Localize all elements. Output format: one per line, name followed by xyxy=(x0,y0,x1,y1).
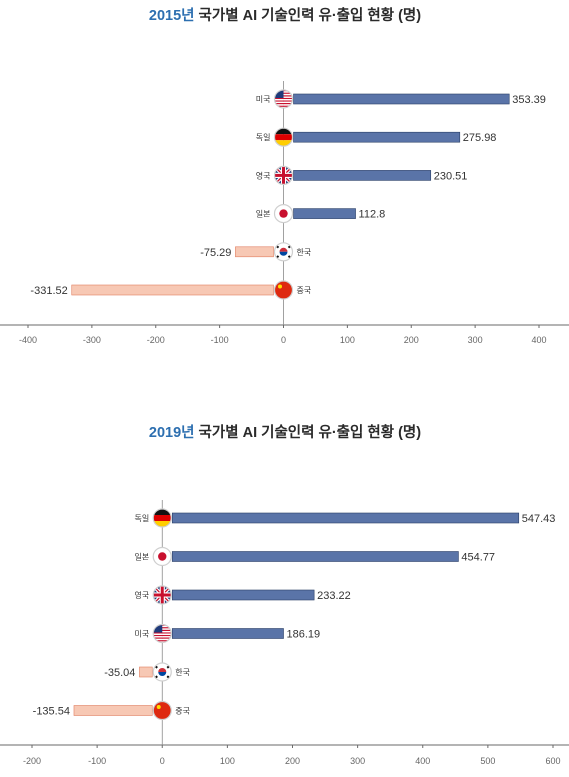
chart-1: 2015년 국가별 AI 기술인력 유·출입 현황 (명) -400 -300 -20… xyxy=(0,6,569,345)
flag-kr-icon xyxy=(273,242,294,262)
flag-de-icon xyxy=(152,508,172,528)
flag-us-icon xyxy=(273,89,294,109)
x-tick-label: 300 xyxy=(468,335,483,345)
value-label: -35.04 xyxy=(104,667,135,679)
x-tick-label: -200 xyxy=(147,335,165,345)
category-label: 중국 xyxy=(297,286,312,295)
flag-jp-icon xyxy=(273,204,294,224)
category-label: 독일 xyxy=(256,133,271,142)
value-label: 112.8 xyxy=(359,209,386,221)
value-label: -331.52 xyxy=(30,285,67,297)
category-label: 한국 xyxy=(175,668,190,677)
category-label: 중국 xyxy=(175,707,190,716)
x-tick-label: 400 xyxy=(531,335,546,345)
value-label: 353.39 xyxy=(512,94,546,106)
x-tick-label: 300 xyxy=(350,756,365,766)
category-label: 한국 xyxy=(297,248,312,257)
x-tick-label: -300 xyxy=(83,335,101,345)
bar xyxy=(171,512,520,524)
x-tick-label: 400 xyxy=(415,756,430,766)
value-label: -135.54 xyxy=(33,706,70,718)
flag-jp-icon xyxy=(152,546,172,567)
flag-cn-icon xyxy=(273,280,294,300)
value-label: -75.29 xyxy=(200,247,231,259)
x-tick-label: -200 xyxy=(23,756,41,766)
bar xyxy=(71,284,274,296)
flag-cn-icon xyxy=(152,700,172,721)
bar xyxy=(73,705,153,716)
category-label: 영국 xyxy=(135,590,150,600)
chart-title: 2019년 국가별 AI 기술인력 유·출입 현황 (명) xyxy=(149,423,421,441)
flag-gb-icon xyxy=(152,585,172,605)
bar xyxy=(235,246,274,258)
category-label: 일본 xyxy=(256,210,271,219)
value-label: 275.98 xyxy=(463,132,497,144)
bar xyxy=(293,208,356,219)
value-label: 186.19 xyxy=(287,629,321,641)
value-label: 230.51 xyxy=(434,170,468,182)
value-label: 233.22 xyxy=(317,590,351,602)
chart-title-year: 2015년 xyxy=(149,7,195,24)
chart-2: 2019년 국가별 AI 기술인력 유·출입 현황 (명) -200 -100 0 10… xyxy=(0,423,569,766)
x-tick-label: 100 xyxy=(340,335,355,345)
category-label: 미국 xyxy=(256,95,271,104)
x-tick-label: 200 xyxy=(285,756,300,766)
bar xyxy=(139,666,153,678)
bar xyxy=(171,551,459,562)
bar xyxy=(293,93,510,105)
chart-title: 2015년 국가별 AI 기술인력 유·출입 현황 (명) xyxy=(149,6,421,24)
value-label: 454.77 xyxy=(461,552,495,564)
x-tick-label: 100 xyxy=(220,756,235,766)
value-label: 547.43 xyxy=(522,513,556,525)
chart-title-year: 2019년 xyxy=(149,424,195,441)
chart-title-text: 국가별 AI 기술인력 유·출입 현황 (명) xyxy=(195,6,422,24)
bar xyxy=(171,628,284,639)
flag-kr-icon xyxy=(152,662,172,682)
bar xyxy=(171,589,315,601)
bar xyxy=(293,170,432,181)
x-tick-label: -100 xyxy=(211,335,229,345)
x-tick-label: -400 xyxy=(19,335,37,345)
category-label: 미국 xyxy=(135,630,150,639)
chart-title-text: 국가별 AI 기술인력 유·출입 현황 (명) xyxy=(195,423,422,441)
x-tick-label: 0 xyxy=(281,335,286,345)
bar xyxy=(293,131,461,143)
flag-us-icon xyxy=(152,623,172,644)
flag-gb-icon xyxy=(273,165,294,185)
x-tick-label: 500 xyxy=(480,756,495,766)
category-label: 영국 xyxy=(256,170,271,180)
x-tick-label: 200 xyxy=(404,335,419,345)
x-tick-label: 0 xyxy=(160,756,165,766)
x-tick-label: 600 xyxy=(545,756,560,766)
category-label: 독일 xyxy=(135,514,150,523)
flag-de-icon xyxy=(273,127,294,147)
category-label: 일본 xyxy=(135,553,150,562)
x-tick-label: -100 xyxy=(88,756,106,766)
